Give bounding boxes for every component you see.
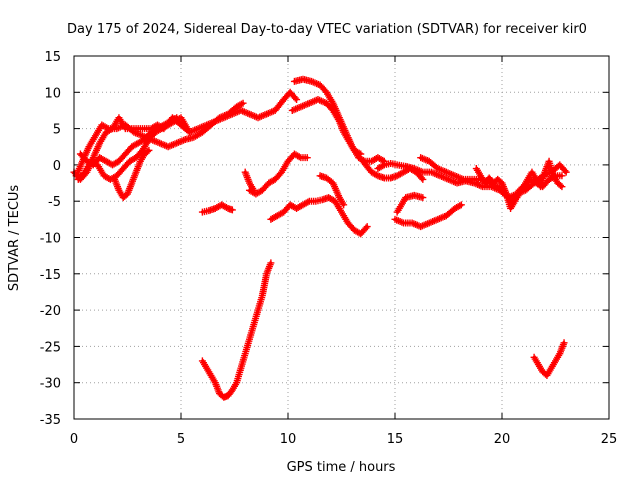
data-point-marker bbox=[145, 146, 153, 154]
data-point-marker bbox=[457, 201, 465, 209]
x-tick-label: 5 bbox=[177, 432, 185, 447]
y-tick-label: 0 bbox=[53, 159, 61, 174]
x-tick-label: 10 bbox=[280, 432, 297, 447]
series-track-17 bbox=[393, 191, 427, 216]
data-point-marker bbox=[239, 99, 247, 107]
series-layer bbox=[70, 75, 570, 401]
data-point-marker bbox=[357, 150, 365, 158]
chart-title: Day 175 of 2024, Sidereal Day-to-day VTE… bbox=[67, 22, 587, 37]
y-tick-label: -20 bbox=[40, 304, 61, 319]
data-point-marker bbox=[267, 259, 275, 267]
series-track-16 bbox=[472, 157, 566, 212]
series-track-07 bbox=[288, 96, 365, 158]
series-track-12 bbox=[198, 201, 236, 216]
data-point-marker bbox=[558, 172, 566, 180]
y-tick-label: 5 bbox=[53, 123, 61, 138]
series-track-18 bbox=[391, 201, 465, 231]
data-point-marker bbox=[379, 162, 387, 170]
data-point-marker bbox=[418, 174, 426, 182]
y-tick-label: -5 bbox=[48, 195, 61, 210]
data-point-marker bbox=[372, 171, 380, 179]
data-point-marker bbox=[362, 224, 370, 232]
series-track-11 bbox=[316, 172, 348, 209]
x-axis-title: GPS time / hours bbox=[287, 460, 396, 475]
series-track-09 bbox=[241, 168, 258, 194]
y-tick-label: 15 bbox=[44, 50, 61, 65]
series-track-19 bbox=[198, 259, 275, 401]
data-point-marker bbox=[355, 149, 363, 157]
data-point-marker bbox=[456, 202, 464, 210]
series-track-05 bbox=[111, 146, 153, 202]
series-track-08 bbox=[245, 150, 311, 198]
data-point-marker bbox=[340, 201, 348, 209]
data-point-marker bbox=[556, 181, 564, 189]
grid bbox=[74, 56, 609, 419]
data-point-marker bbox=[303, 154, 311, 162]
data-point-marker bbox=[304, 198, 312, 206]
data-point-marker bbox=[363, 223, 371, 231]
data-point-marker bbox=[561, 167, 569, 175]
data-point-marker bbox=[291, 94, 299, 102]
y-tick-label: -10 bbox=[40, 232, 61, 247]
y-axis-title: SDTVAR / TECUs bbox=[7, 185, 22, 292]
series-track-01 bbox=[70, 88, 301, 183]
data-point-marker bbox=[237, 100, 245, 108]
data-point-marker bbox=[295, 153, 303, 161]
y-tick-label: -35 bbox=[40, 413, 61, 428]
data-point-marker bbox=[250, 186, 258, 194]
data-point-marker bbox=[562, 168, 570, 176]
data-point-marker bbox=[183, 125, 191, 133]
data-point-marker bbox=[103, 124, 111, 132]
data-point-marker bbox=[419, 194, 427, 202]
data-point-marker bbox=[560, 339, 568, 347]
data-point-marker bbox=[171, 115, 179, 123]
x-tick-label: 0 bbox=[70, 432, 78, 447]
data-point-marker bbox=[173, 114, 181, 122]
data-point-marker bbox=[228, 206, 236, 214]
y-tick-label: -25 bbox=[40, 340, 61, 355]
y-tick-label: -15 bbox=[40, 268, 61, 283]
data-point-marker bbox=[143, 148, 151, 156]
series-track-10 bbox=[267, 194, 371, 238]
data-point-marker bbox=[419, 175, 427, 183]
data-point-marker bbox=[558, 183, 566, 191]
x-tick-label: 25 bbox=[601, 432, 618, 447]
y-tick-label: 10 bbox=[44, 86, 61, 101]
series-track-04 bbox=[76, 114, 181, 169]
data-point-marker bbox=[293, 96, 301, 104]
axis-ticks: 0 5 10 15 20 25 -35 -30 -25 -20 -15 -10 -5 0 5 10 15 bbox=[40, 50, 618, 447]
plot-frame bbox=[73, 55, 610, 420]
y-tick-label: -30 bbox=[40, 377, 61, 392]
x-tick-label: 20 bbox=[494, 432, 511, 447]
series-track-20 bbox=[530, 339, 568, 379]
x-tick-label: 15 bbox=[387, 432, 404, 447]
